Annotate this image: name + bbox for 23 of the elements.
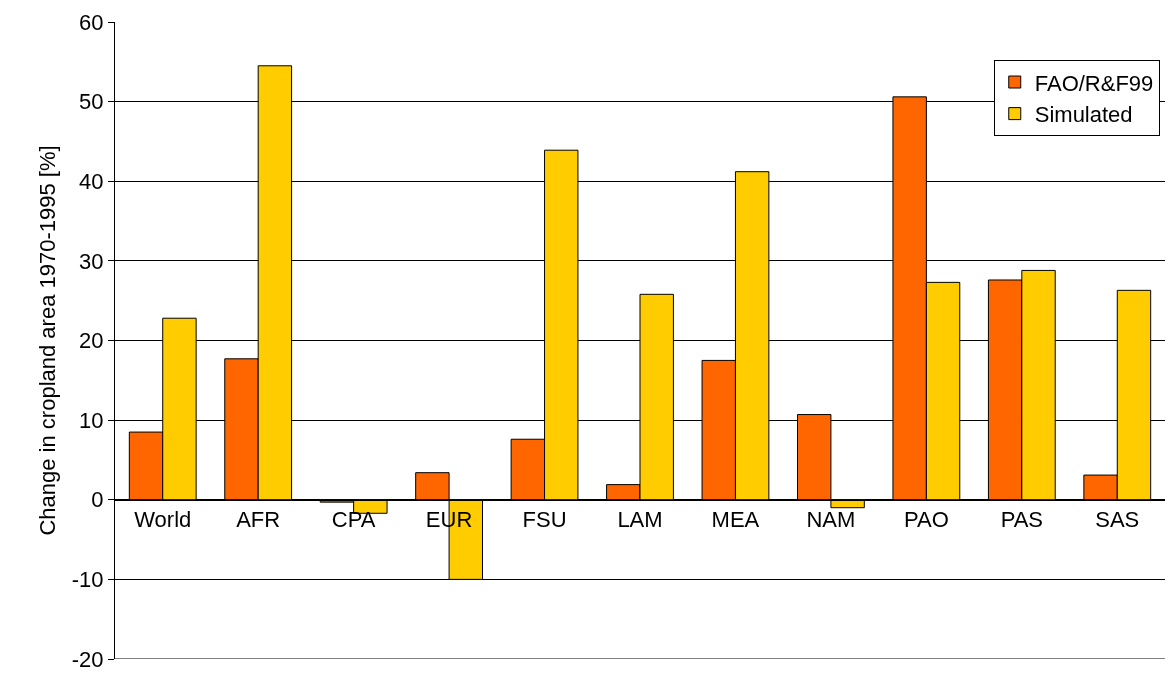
x-tick-label: EUR (425, 507, 473, 533)
x-tick-label: MEA (711, 507, 760, 533)
x-tick-label: LAM (617, 507, 663, 533)
y-tick-label: 20 (79, 328, 104, 354)
x-tick-label: AFR (236, 507, 281, 533)
x-tick-label: PAS (1000, 507, 1044, 533)
x-tick-label: FSU (522, 507, 567, 533)
y-tick-label: 0 (91, 487, 104, 513)
y-tick-label: 30 (79, 248, 104, 274)
y-tick-label: 50 (79, 89, 104, 115)
y-tick-label: -10 (71, 567, 104, 593)
legend-label: Simulated (1034, 102, 1133, 128)
y-tick-label: 40 (79, 168, 104, 194)
x-tick-label: World (134, 507, 192, 533)
y-tick-label: 10 (79, 407, 104, 433)
x-tick-label: CPA (331, 507, 376, 533)
x-tick-label: NAM (806, 507, 856, 533)
x-tick-label: SAS (1095, 507, 1140, 533)
x-tick-label: PAO (903, 507, 949, 533)
legend-label: FAO/R&F99 (1034, 70, 1154, 96)
y-tick-label: 60 (79, 9, 104, 35)
y-tick-label: -20 (71, 646, 104, 672)
y-axis-title: Change in cropland area 1970-1995 [%] (34, 145, 60, 536)
